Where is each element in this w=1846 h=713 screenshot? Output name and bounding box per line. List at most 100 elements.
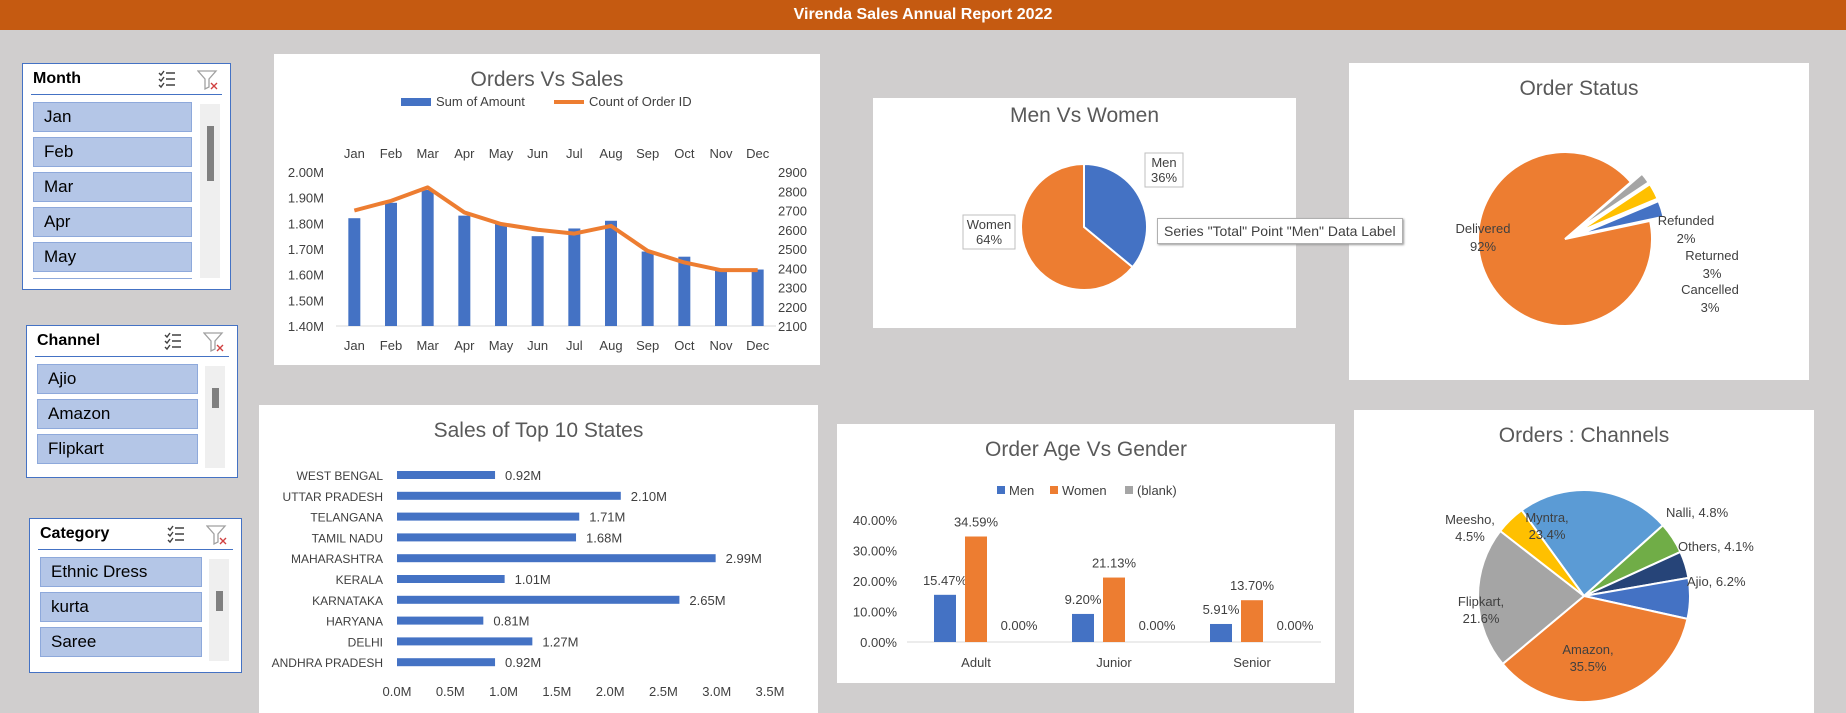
data-label-value-cancelled: 3% — [1701, 300, 1720, 315]
channel-slicer: Channel Ajio Amazon Flipkart — [26, 325, 238, 478]
orders-vs-sales-panel[interactable]: Orders Vs Sales Sum of Amount Count of Or… — [274, 54, 820, 365]
slicer-scrollbar[interactable] — [205, 366, 225, 468]
multi-select-icon[interactable] — [157, 69, 177, 89]
x-top-tick-label: Apr — [454, 146, 475, 161]
order-status-panel[interactable]: Order Status Delivered 92% Refunded 2% Retur… — [1349, 63, 1809, 380]
legend-label: (blank) — [1137, 483, 1177, 498]
clear-filter-icon[interactable] — [203, 331, 225, 353]
category-label: WEST BENGAL — [297, 469, 384, 483]
data-label-name-myntra: Myntra, — [1525, 510, 1568, 525]
category-slicer: Category Ethnic Dress kurta Saree — [29, 518, 242, 673]
data-label: 21.13% — [1092, 556, 1137, 571]
slicer-item-ajio[interactable]: Ajio — [37, 364, 198, 394]
men-vs-women-panel[interactable]: Men Vs Women Men 36% Women 64% — [873, 98, 1296, 328]
slicer-header: Month — [31, 64, 222, 95]
x-tick-label: Jul — [566, 338, 583, 353]
orders-channels-chart: Myntra, 23.4% Nalli, 4.8% Others, 4.1% Ajio,… — [1445, 489, 1754, 704]
bar-may — [495, 223, 507, 326]
bar-nov — [715, 269, 727, 326]
data-label-value-meesho: 4.5% — [1455, 529, 1485, 544]
x-tick-label: 2.0M — [596, 684, 625, 699]
legend-swatch-sum-of-amount — [401, 98, 431, 106]
x-tick-label: Aug — [599, 338, 622, 353]
bar-haryana — [397, 616, 484, 625]
slicer-scrollbar[interactable] — [209, 559, 229, 661]
x-tick-label: Apr — [454, 338, 475, 353]
bar-women-junior — [1103, 577, 1125, 642]
y-tick-label: 20.00% — [853, 574, 898, 589]
category-label: KERALA — [336, 573, 383, 587]
slicer-item-ethnic-dress[interactable]: Ethnic Dress — [40, 557, 202, 587]
y-left-tick-label: 1.70M — [288, 242, 324, 257]
x-tick-label: 3.5M — [756, 684, 785, 699]
top-states-chart: WEST BENGAL 0.92M UTTAR PRADESH 2.10M TELANG… — [272, 468, 785, 699]
x-top-tick-label: Jan — [344, 146, 365, 161]
x-top-tick-label: Feb — [380, 146, 402, 161]
orders-channels-panel[interactable]: Orders : Channels Myntra, 23.4% Nalli, 4.8… — [1354, 410, 1814, 713]
data-label-name-refunded: Refunded — [1658, 213, 1714, 228]
legend-label-count-of-order-id: Count of Order ID — [589, 94, 692, 109]
data-label-value-women: 64% — [976, 232, 1002, 247]
pie-slice-myntra — [1520, 489, 1665, 598]
x-tick-label: Oct — [674, 338, 695, 353]
y-left-tick-label: 2.00M — [288, 165, 324, 180]
data-label: 0.81M — [493, 614, 529, 629]
slicer-item-jan[interactable]: Jan — [33, 102, 192, 132]
x-tick-label: Senior — [1233, 655, 1271, 670]
data-label: 9.20% — [1065, 592, 1102, 607]
slicer-item-may[interactable]: May — [33, 242, 192, 272]
x-tick-label: 1.0M — [489, 684, 518, 699]
legend-label-sum-of-amount: Sum of Amount — [436, 94, 525, 109]
x-tick-label: 2.5M — [649, 684, 678, 699]
data-label: 13.70% — [1230, 578, 1275, 593]
data-label-value-delivered: 92% — [1470, 239, 1496, 254]
slicer-item-flipkart[interactable]: Flipkart — [37, 434, 198, 464]
data-label-box-men — [1144, 152, 1184, 188]
slicer-title: Channel — [37, 332, 101, 349]
pie-slice-flipkart — [1477, 529, 1586, 666]
y-left-tick-label: 1.50M — [288, 293, 324, 308]
y-right-tick-label: 2900 — [778, 165, 807, 180]
bar-karnataka — [397, 595, 680, 604]
bar-dec — [751, 269, 764, 326]
chart-title: Order Age Vs Gender — [985, 438, 1187, 461]
scroll-thumb[interactable] — [207, 126, 214, 181]
data-label: 2.10M — [631, 489, 667, 504]
y-right-tick-label: 2200 — [778, 300, 807, 315]
x-tick-label: Jun — [527, 338, 548, 353]
clear-filter-icon[interactable] — [197, 69, 219, 91]
slicer-item-amazon[interactable]: Amazon — [37, 399, 198, 429]
clear-filter-icon[interactable] — [206, 524, 228, 546]
data-label-value-returned: 3% — [1703, 266, 1722, 281]
data-label: 15.47% — [923, 573, 968, 588]
y-tick-label: 40.00% — [853, 513, 898, 528]
category-label: MAHARASHTRA — [291, 552, 383, 566]
scroll-thumb[interactable] — [212, 388, 219, 408]
data-label-tooltip: Series "Total" Point "Men" Data Label — [1157, 218, 1403, 244]
scroll-thumb[interactable] — [216, 591, 223, 611]
legend-label: Women — [1062, 483, 1107, 498]
slicer-item-saree[interactable]: Saree — [40, 627, 202, 657]
y-right-tick-label: 2100 — [778, 319, 807, 334]
data-label: 1.68M — [586, 530, 622, 545]
data-label: 1.27M — [542, 634, 578, 649]
category-label: KARNATAKA — [312, 594, 383, 608]
multi-select-icon[interactable] — [166, 524, 186, 544]
x-tick-label: 0.0M — [383, 684, 412, 699]
x-top-tick-label: Jul — [566, 146, 583, 161]
slicer-item-feb[interactable]: Feb — [33, 137, 192, 167]
x-top-tick-label: Nov — [709, 146, 733, 161]
chart-title: Order Status — [1519, 77, 1639, 100]
top-states-panel[interactable]: Sales of Top 10 States WEST BENGAL 0.92M U… — [259, 405, 818, 713]
slicer-item-mar[interactable]: Mar — [33, 172, 192, 202]
chart-title: Men Vs Women — [1010, 104, 1159, 127]
slicer-item-apr[interactable]: Apr — [33, 207, 192, 237]
slicer-item-kurta[interactable]: kurta — [40, 592, 202, 622]
slicer-scrollbar[interactable] — [200, 104, 220, 278]
multi-select-icon[interactable] — [163, 331, 183, 351]
data-label: 1.01M — [515, 572, 551, 587]
bar-jul — [568, 228, 581, 326]
age-vs-gender-panel[interactable]: Order Age Vs Gender Men Women (blank) 40.00… — [837, 424, 1335, 683]
pie-slice-returned — [1576, 182, 1659, 234]
